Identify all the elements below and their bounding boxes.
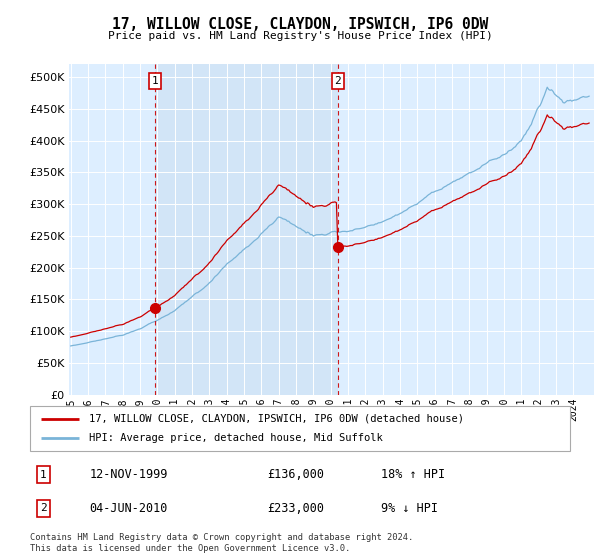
Text: 04-JUN-2010: 04-JUN-2010 [89, 502, 168, 515]
Text: 2: 2 [40, 503, 47, 513]
Text: 9% ↓ HPI: 9% ↓ HPI [381, 502, 438, 515]
Text: 1: 1 [40, 470, 47, 479]
Text: 17, WILLOW CLOSE, CLAYDON, IPSWICH, IP6 0DW (detached house): 17, WILLOW CLOSE, CLAYDON, IPSWICH, IP6 … [89, 413, 464, 423]
Text: 12-NOV-1999: 12-NOV-1999 [89, 468, 168, 481]
Text: 18% ↑ HPI: 18% ↑ HPI [381, 468, 445, 481]
Text: Contains HM Land Registry data © Crown copyright and database right 2024.
This d: Contains HM Land Registry data © Crown c… [30, 533, 413, 553]
Text: 17, WILLOW CLOSE, CLAYDON, IPSWICH, IP6 0DW: 17, WILLOW CLOSE, CLAYDON, IPSWICH, IP6 … [112, 17, 488, 32]
Text: HPI: Average price, detached house, Mid Suffolk: HPI: Average price, detached house, Mid … [89, 433, 383, 444]
Text: £136,000: £136,000 [268, 468, 325, 481]
Bar [155, 64, 338, 395]
Text: £233,000: £233,000 [268, 502, 325, 515]
Text: 1: 1 [152, 76, 158, 86]
Text: 2: 2 [335, 76, 341, 86]
FancyBboxPatch shape [30, 406, 570, 451]
Text: Price paid vs. HM Land Registry's House Price Index (HPI): Price paid vs. HM Land Registry's House … [107, 31, 493, 41]
